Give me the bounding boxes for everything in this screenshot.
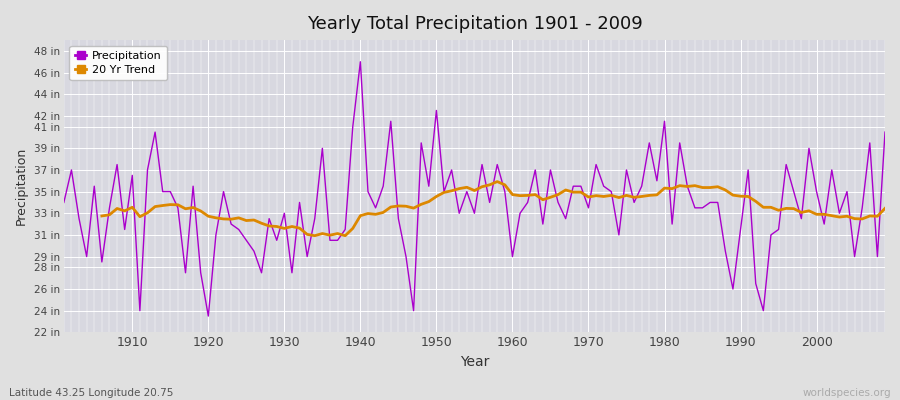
Y-axis label: Precipitation: Precipitation <box>15 147 28 225</box>
X-axis label: Year: Year <box>460 355 489 369</box>
Text: worldspecies.org: worldspecies.org <box>803 388 891 398</box>
Title: Yearly Total Precipitation 1901 - 2009: Yearly Total Precipitation 1901 - 2009 <box>307 15 643 33</box>
Legend: Precipitation, 20 Yr Trend: Precipitation, 20 Yr Trend <box>69 46 166 80</box>
Text: Latitude 43.25 Longitude 20.75: Latitude 43.25 Longitude 20.75 <box>9 388 174 398</box>
